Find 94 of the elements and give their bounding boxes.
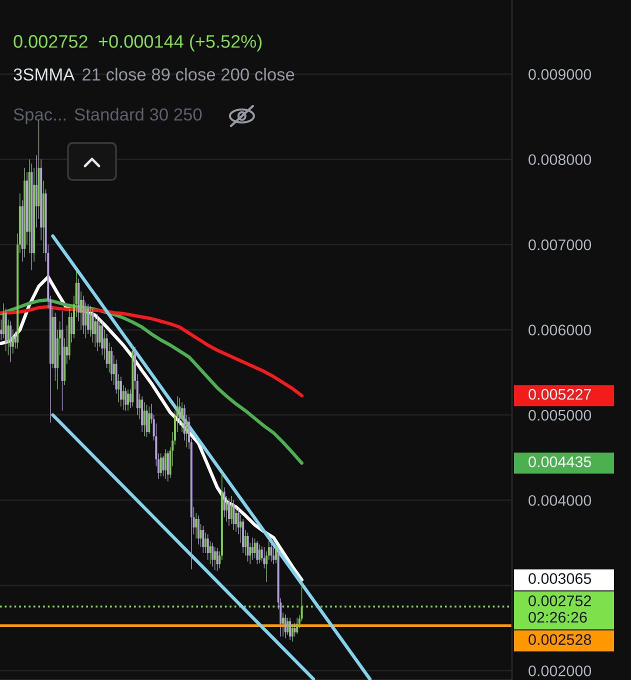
ref-line-label: 0.002528 bbox=[528, 634, 592, 645]
candlestick bbox=[181, 402, 184, 432]
y-tick-label: 0.005000 bbox=[528, 410, 592, 421]
candlestick bbox=[202, 525, 204, 554]
candlestick bbox=[294, 622, 296, 637]
y-tick-label: 0.009000 bbox=[528, 69, 592, 80]
candlestick bbox=[118, 374, 120, 403]
candlestick bbox=[240, 514, 242, 544]
candlestick bbox=[212, 542, 214, 568]
annotation: 21 close 89 close 200 close bbox=[82, 68, 294, 81]
candlestick bbox=[96, 314, 98, 352]
candlestick bbox=[126, 389, 130, 412]
annotation: Spac... bbox=[14, 108, 66, 124]
text: 0.005227 bbox=[528, 388, 591, 400]
candlestick bbox=[226, 496, 228, 522]
candlestick bbox=[197, 515, 200, 545]
candlestick bbox=[230, 496, 232, 524]
candlestick bbox=[162, 456, 164, 477]
candlestick bbox=[148, 406, 150, 434]
candlestick bbox=[186, 414, 188, 448]
ref-line-label: 0.002752 02:26:26 bbox=[528, 595, 591, 623]
candlestick bbox=[104, 329, 106, 360]
candlestick bbox=[291, 623, 294, 642]
candlestick bbox=[204, 532, 207, 554]
candlestick bbox=[89, 306, 92, 337]
candlestick bbox=[35, 154, 38, 228]
candlestick bbox=[216, 548, 218, 572]
candlestick bbox=[228, 498, 230, 526]
candlestick bbox=[143, 402, 146, 437]
candlestick bbox=[14, 331, 16, 349]
candlestick bbox=[237, 508, 240, 535]
candlestick bbox=[129, 389, 132, 409]
candlestick bbox=[138, 393, 141, 420]
candlestick bbox=[223, 487, 226, 518]
candlestick bbox=[101, 320, 104, 356]
candlestick bbox=[258, 544, 261, 564]
candlestick bbox=[110, 346, 113, 382]
candlestick bbox=[178, 398, 181, 426]
candlestick bbox=[66, 325, 68, 364]
candlestick bbox=[244, 530, 246, 556]
candlestick bbox=[296, 617, 298, 634]
candlestick bbox=[92, 308, 94, 343]
candlestick bbox=[98, 319, 101, 348]
candlestick bbox=[209, 540, 212, 564]
y-tick-label: 0.006000 bbox=[528, 324, 592, 336]
candlestick bbox=[2, 303, 5, 339]
candlestick bbox=[87, 304, 90, 334]
candlestick bbox=[206, 534, 209, 560]
candlestick bbox=[284, 614, 286, 639]
annotation: Standard 30 250 bbox=[74, 108, 202, 121]
candlestick bbox=[10, 320, 12, 363]
text: 0.004435 bbox=[528, 456, 592, 468]
candlestick bbox=[195, 512, 198, 539]
candlestick bbox=[12, 329, 14, 354]
candlestick bbox=[80, 291, 82, 330]
candlestick bbox=[235, 506, 238, 532]
annotation: 3SMMA bbox=[14, 68, 75, 81]
candlestick bbox=[214, 546, 216, 570]
candlestick bbox=[282, 612, 284, 637]
candlestick bbox=[94, 316, 96, 348]
line-series bbox=[0, 305, 304, 398]
candlestick bbox=[200, 524, 202, 548]
text: 0.003065 bbox=[528, 573, 592, 584]
candlestick bbox=[112, 354, 115, 386]
y-tick-label: 0.008000 bbox=[528, 154, 592, 166]
candlestick bbox=[263, 546, 266, 569]
candlestick bbox=[274, 544, 277, 564]
candlestick bbox=[251, 537, 254, 560]
candlestick bbox=[256, 540, 258, 564]
candlestick bbox=[84, 302, 87, 339]
candlestick bbox=[166, 450, 169, 482]
candlestick bbox=[246, 532, 249, 562]
candlestick bbox=[164, 448, 167, 480]
text: +0.000144 (+5.52%) bbox=[98, 34, 262, 52]
candlestick bbox=[7, 319, 10, 356]
y-tick-label: 0.004000 bbox=[528, 495, 592, 506]
candlestick bbox=[120, 376, 122, 407]
candlestick bbox=[122, 384, 124, 410]
candlestick bbox=[232, 500, 235, 530]
candlestick bbox=[249, 542, 252, 564]
candlestick bbox=[289, 617, 292, 640]
candlestick bbox=[0, 319, 2, 340]
candlestick bbox=[124, 387, 127, 412]
candlestick bbox=[70, 312, 73, 343]
candlestick bbox=[270, 542, 272, 562]
candlestick bbox=[160, 452, 162, 477]
candlestick bbox=[108, 342, 110, 373]
candlestick bbox=[146, 404, 148, 438]
text: 0.002752 bbox=[14, 35, 88, 48]
candlestick bbox=[272, 546, 275, 564]
candlestick bbox=[286, 617, 289, 636]
y-tick-label: 0.002000 bbox=[528, 665, 592, 676]
y-tick-label: 0.007000 bbox=[528, 239, 592, 250]
candlestick bbox=[254, 538, 256, 558]
